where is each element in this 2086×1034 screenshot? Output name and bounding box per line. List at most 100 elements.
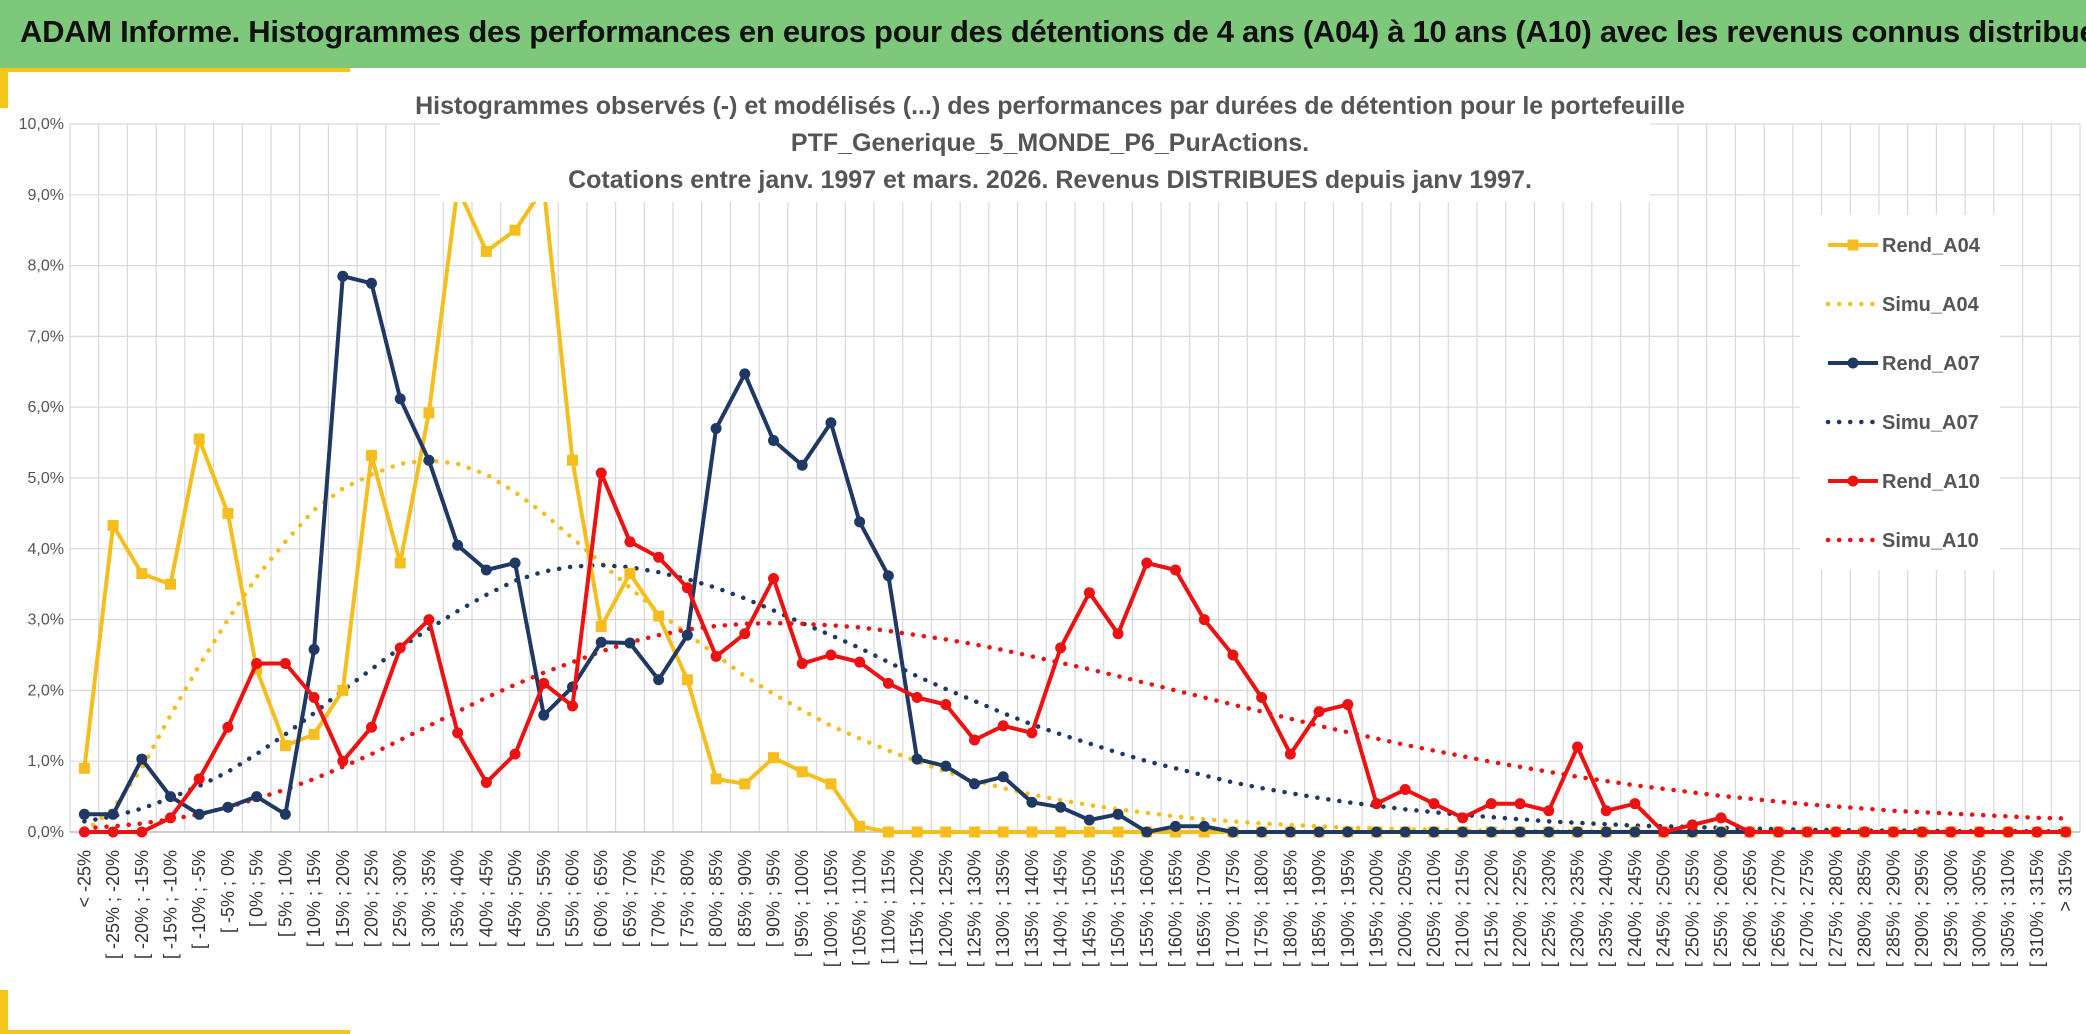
x-tick-label: [ 100% ; 105% [821,850,841,967]
legend-label: Rend_A04 [1882,235,1981,257]
histogram-chart: 0,0% 1,0% 2,0% 3,0% 4,0% 5,0% 6,0% 7,0% 8,0% 9,0%… [19,86,2081,967]
point-Rend_A07 [1457,826,1469,838]
x-tick-label: [ 145% ; 150% [1079,850,1099,967]
point-Rend_A10 [423,614,435,626]
point-Rend_A07 [337,270,349,282]
y-tick-label: 0,0% [28,824,64,841]
accent-top-left [0,68,350,72]
x-tick-label: [ 305% ; 310% [1998,850,2018,967]
point-Rend_A10 [1485,798,1497,810]
point-Rend_A04 [768,752,779,764]
point-Rend_A07 [193,808,205,820]
point-Rend_A07 [1227,826,1239,838]
point-Rend_A04 [251,663,263,675]
point-Rend_A10 [1371,798,1382,810]
x-tick-label: [ 180% ; 185% [1280,850,1300,967]
x-tick-label: [ 65% ; 70% [620,850,640,947]
point-Rend_A04 [366,449,377,461]
point-Rend_A04 [969,826,980,838]
x-tick-label: [ 135% ; 140% [1022,850,1042,967]
point-Rend_A10 [739,628,751,640]
x-tick-label: [ 200% ; 205% [1395,850,1415,967]
point-Rend_A10 [997,720,1009,732]
point-Rend_A04 [1170,826,1181,838]
x-tick-label: [ -15% ; -10% [161,850,181,959]
point-Rend_A10 [1916,826,1928,838]
point-Rend_A07 [595,636,607,648]
point-Rend_A07 [1141,826,1153,838]
legend-item-Rend_A07: Rend_A07 [1828,353,1980,375]
x-tick-label: [ 105% ; 110% [850,850,870,966]
x-tick-label: [ 45% ; 50% [505,850,525,947]
point-Rend_A04 [480,245,492,257]
legend-label: Rend_A07 [1882,353,1980,375]
point-Rend_A04 [710,773,722,785]
report-title: ADAM Informe. Histogrammes des performan… [20,14,2086,49]
x-tick-label: [ 90% ; 95% [764,850,784,947]
point-Rend_A10 [251,657,263,669]
x-tick-label: [ 260% ; 265% [1740,850,1760,967]
x-tick-label: [ 270% ; 275% [1797,850,1817,967]
point-Rend_A10 [165,812,176,824]
point-Rend_A10 [1572,741,1583,753]
point-Rend_A04 [882,826,894,838]
x-tick-label: [ 220% ; 225% [1510,850,1530,967]
point-Rend_A07 [1026,796,1038,808]
point-Rend_A04 [595,621,607,633]
point-Rend_A04 [1055,826,1067,838]
x-tick-label: [ 110% ; 115% [878,850,898,964]
point-Rend_A07 [1371,826,1382,838]
point-Rend_A07 [1514,826,1526,838]
point-Rend_A04 [222,507,234,519]
point-Rend_A10 [136,826,148,838]
point-Rend_A04 [1083,826,1095,838]
x-tick-label: > 315% [2056,850,2076,912]
point-Rend_A07 [1170,820,1181,832]
y-tick-label: 6,0% [28,399,64,416]
point-Rend_A10 [538,677,550,689]
point-Rend_A10 [308,691,320,703]
x-tick-label: [ 20% ; 25% [362,850,382,947]
point-Rend_A10 [911,691,923,703]
x-tick-label: [ 160% ; 165% [1166,850,1186,967]
x-tick-label: [ 250% ; 255% [1682,850,1702,967]
x-tick-label: [ 35% ; 40% [448,850,468,947]
point-Rend_A10 [1428,798,1440,810]
x-tick-label: [ 235% ; 240% [1596,850,1616,967]
x-tick-label: [ 95% ; 100% [792,850,812,957]
point-Rend_A07 [1198,820,1210,832]
y-tick-label: 3,0% [28,612,64,629]
chart-title: Histogrammes observés (-) et modélisés (… [415,86,1685,202]
point-Rend_A10 [681,582,693,594]
legend-marker [1847,357,1859,369]
point-Rend_A07 [997,771,1009,783]
chart-title-line-3: Cotations entre janv. 1997 et mars. 2026… [568,166,1532,194]
point-Rend_A10 [940,699,952,711]
point-Rend_A04 [825,778,837,790]
point-Rend_A10 [2060,826,2072,838]
x-tick-label: [ 265% ; 270% [1769,850,1789,967]
series-Simu_A07 [82,562,2068,834]
x-tick-label: [ 85% ; 90% [735,850,755,947]
x-tick-label: [ 205% ; 210% [1424,850,1444,967]
point-Rend_A04 [107,519,119,531]
point-Rend_A07 [251,791,263,803]
point-Rend_A07 [796,459,808,471]
point-Rend_A10 [653,551,665,563]
point-Rend_A04 [394,557,406,569]
series-Rend_A10 [78,467,2072,838]
x-tick-label: [ 225% ; 230% [1539,850,1559,967]
point-Rend_A07 [538,709,550,721]
y-tick-label: 4,0% [28,541,64,558]
point-Rend_A10 [1715,812,1727,824]
point-Rend_A10 [969,734,980,746]
x-tick-label: [ 195% ; 200% [1367,850,1387,967]
legend-item-Simu_A07: Simu_A07 [1825,412,1979,434]
point-Rend_A10 [1399,784,1411,796]
accent-bottom-left [0,1030,350,1034]
x-tick-label: [ 10% ; 15% [304,850,324,947]
point-Rend_A07 [107,808,119,820]
point-Rend_A07 [366,277,377,289]
x-tick-label: [ 295% ; 300% [1941,850,1961,967]
point-Rend_A04 [624,568,636,580]
